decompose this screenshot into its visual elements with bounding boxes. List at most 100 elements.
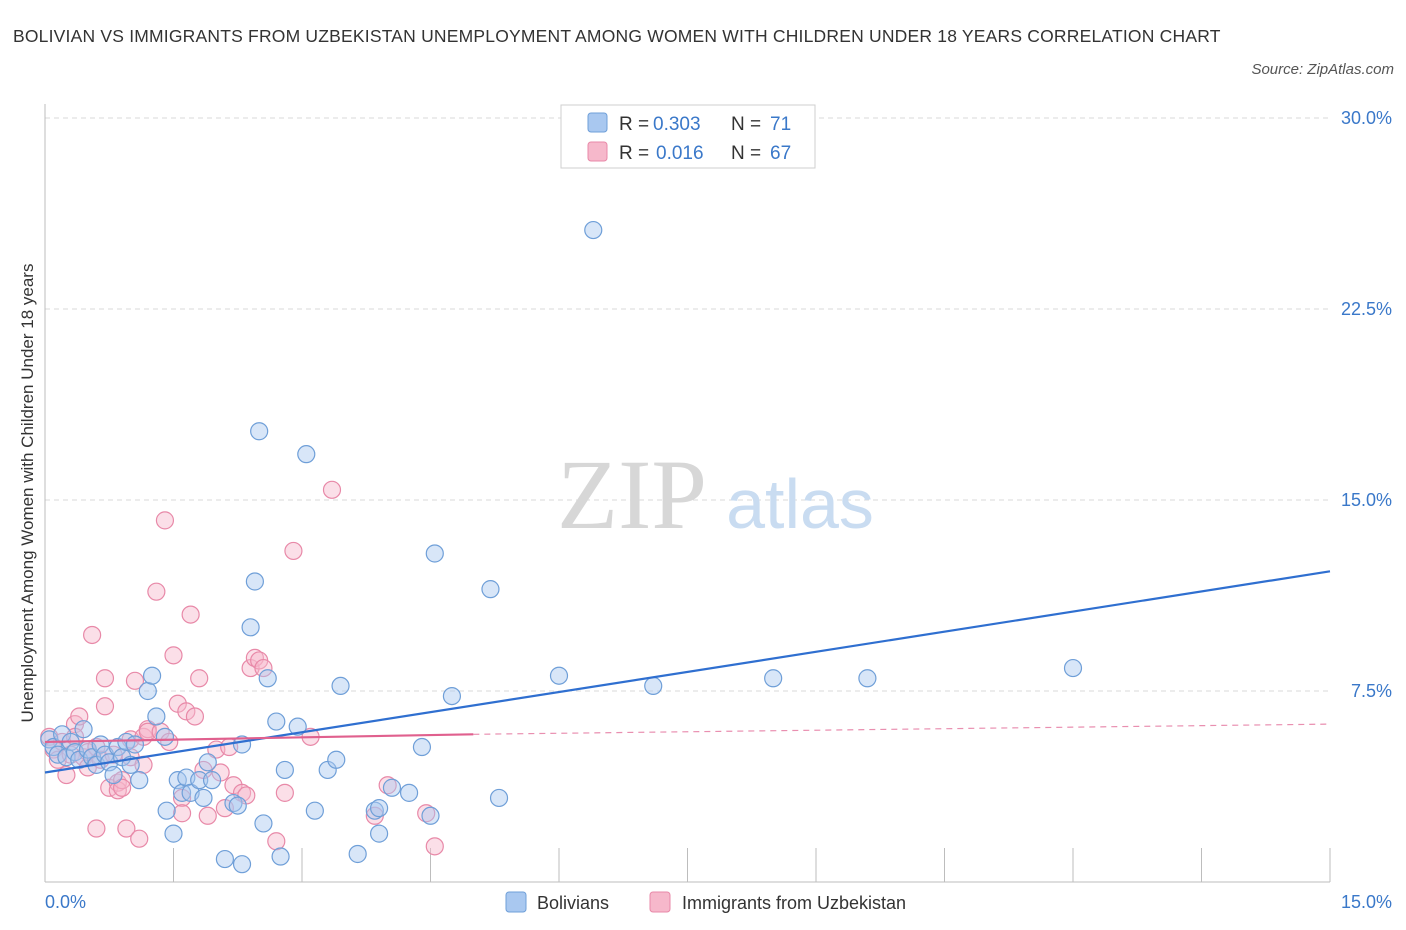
legend-r-value: 0.303 (653, 114, 701, 135)
data-point-uzbekistan (322, 480, 342, 499)
x-tick-labels: 0.0% 15.0% (45, 892, 1392, 912)
trend-line-uzbekistan-extension (473, 723, 1331, 735)
y-tick-labels: 7.5% 15.0% 22.5% 30.0% (1341, 108, 1392, 701)
data-point-bolivians (348, 844, 367, 864)
legend-n-value: 71 (770, 114, 791, 135)
axes (44, 104, 1331, 883)
data-point-bolivians (228, 796, 247, 815)
legend-bottom-swatch-bolivians (505, 891, 527, 913)
data-point-bolivians (198, 753, 217, 772)
data-point-bolivians (421, 806, 440, 825)
data-point-bolivians (442, 686, 462, 706)
data-point-bolivians (305, 801, 324, 820)
watermark-atlas: atlas (726, 465, 874, 543)
legend-bottom-label-uzbekistan: Immigrants from Uzbekistan (682, 893, 906, 913)
data-point-bolivians (130, 771, 149, 790)
x-tick-label: 0.0% (45, 892, 86, 912)
y-tick-label: 30.0% (1341, 108, 1392, 128)
data-point-uzbekistan (155, 511, 175, 530)
data-point-bolivians (164, 824, 183, 843)
data-point-bolivians (1063, 658, 1083, 678)
data-point-bolivians (202, 771, 222, 790)
data-point-uzbekistan (164, 646, 183, 665)
data-point-bolivians (104, 765, 123, 785)
trend-line-bolivians (44, 570, 1331, 774)
watermark-zip: ZIP (557, 439, 707, 550)
data-point-bolivians (331, 676, 350, 696)
y-tick-label: 22.5% (1341, 299, 1392, 319)
legend-r-value: 0.016 (656, 143, 704, 164)
data-point-bolivians (232, 855, 252, 874)
data-point-bolivians (327, 750, 346, 769)
data-point-bolivians (258, 669, 277, 688)
data-point-bolivians (858, 669, 877, 688)
x-tick-label: 15.0% (1341, 892, 1392, 912)
data-point-bolivians (245, 572, 264, 591)
data-point-uzbekistan (112, 778, 132, 797)
data-point-bolivians (241, 618, 260, 637)
trend-line-uzbekistan (44, 733, 474, 744)
data-point-bolivians (412, 737, 432, 757)
data-point-bolivians (157, 801, 176, 820)
data-point-bolivians (138, 681, 157, 701)
data-point-uzbekistan (267, 832, 286, 851)
data-point-uzbekistan (177, 702, 196, 721)
data-point-bolivians (644, 676, 663, 696)
legend-bottom-label-bolivians: Bolivians (537, 893, 609, 913)
data-point-uzbekistan (284, 541, 303, 561)
data-point-bolivians (584, 220, 603, 240)
data-point-uzbekistan (95, 669, 115, 688)
data-point-bolivians (74, 720, 93, 739)
data-point-bolivians (155, 727, 175, 746)
y-axis-label: Unemployment Among Women with Children U… (18, 264, 37, 723)
data-point-uzbekistan (87, 819, 106, 838)
data-point-uzbekistan (185, 707, 205, 726)
data-point-uzbekistan (172, 804, 192, 823)
data-point-bolivians (370, 799, 389, 818)
data-point-bolivians (271, 847, 290, 866)
data-point-bolivians (382, 778, 402, 797)
data-point-uzbekistan (190, 669, 209, 688)
legend-n-value: 67 (770, 143, 791, 164)
data-point-bolivians (425, 544, 444, 563)
data-point-bolivians (147, 707, 166, 726)
data-point-uzbekistan (147, 582, 166, 601)
data-point-bolivians (194, 788, 213, 808)
data-point-uzbekistan (172, 788, 192, 808)
data-point-uzbekistan (95, 697, 115, 716)
legend-swatch-uzbekistan (587, 141, 608, 162)
data-point-bolivians (399, 783, 419, 802)
grid-lines (45, 117, 1330, 692)
chart-title: BOLIVIAN VS IMMIGRANTS FROM UZBEKISTAN U… (13, 26, 1221, 46)
legend-swatch-bolivians (587, 112, 608, 133)
data-point-bolivians (764, 669, 783, 688)
data-point-uzbekistan (125, 671, 145, 690)
data-point-bolivians (215, 849, 234, 869)
data-point-uzbekistan (117, 819, 136, 838)
data-point-bolivians (549, 666, 569, 685)
data-point-uzbekistan (425, 837, 444, 856)
legend-r-label: R = (619, 143, 649, 164)
y-tick-label: 15.0% (1341, 490, 1392, 510)
data-point-uzbekistan (130, 829, 149, 848)
data-point-bolivians (288, 717, 307, 736)
data-point-bolivians (481, 580, 500, 599)
data-point-uzbekistan (198, 806, 217, 825)
data-point-bolivians (275, 760, 294, 780)
source-label: Source: ZipAtlas.com (1251, 61, 1394, 78)
legend-r-label: R = (619, 114, 649, 135)
data-point-uzbekistan (181, 605, 200, 624)
y-tick-label: 7.5% (1351, 681, 1392, 701)
watermark: ZIP atlas (557, 439, 874, 550)
data-point-bolivians (297, 445, 316, 464)
legend-n-label: N = (731, 143, 761, 164)
data-point-bolivians (267, 712, 286, 731)
data-point-bolivians (254, 814, 273, 833)
legend-top: R = 0.303 N = 71 R = 0.016 N = 67 (560, 104, 816, 169)
data-point-bolivians (190, 771, 209, 790)
data-point-uzbekistan (254, 658, 273, 678)
data-point-bolivians (489, 788, 509, 808)
legend-bottom-swatch-uzbekistan (649, 891, 671, 913)
trend-lines (44, 570, 1331, 774)
